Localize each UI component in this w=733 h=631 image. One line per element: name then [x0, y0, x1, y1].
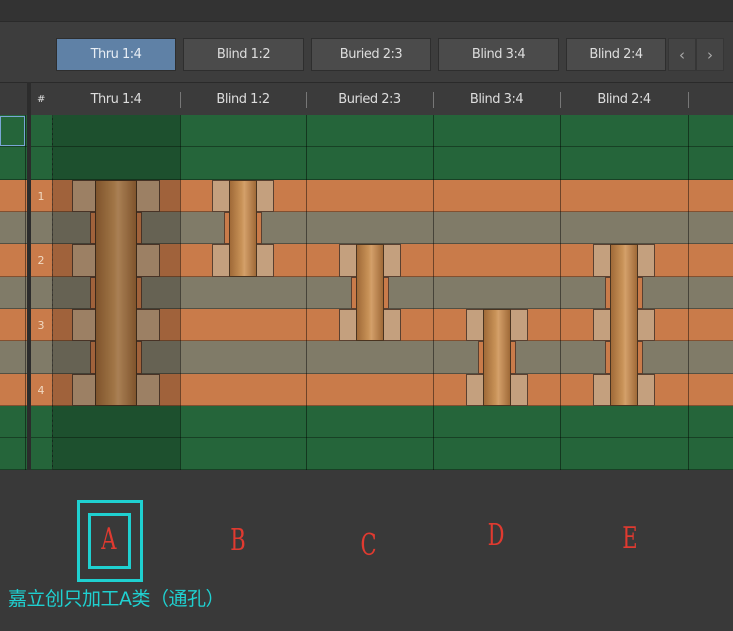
divider — [688, 92, 689, 108]
scroll-left-button[interactable]: ‹ — [668, 38, 696, 71]
layer-number: 1 — [37, 189, 45, 203]
column-header[interactable]: Buried 2:3 — [338, 92, 401, 107]
grid-line — [25, 115, 26, 470]
column-header[interactable]: Blind 3:4 — [469, 92, 524, 107]
tab-thru-1-4[interactable]: Thru 1:4 — [56, 38, 176, 71]
divider — [433, 92, 434, 108]
grid-line — [306, 115, 307, 470]
column-header[interactable]: Blind 1:2 — [216, 92, 270, 107]
layer-number: 4 — [37, 383, 45, 397]
highlight-box-inner — [88, 513, 131, 569]
frozen-column-divider — [27, 82, 31, 631]
column-header[interactable]: Blind 2:4 — [597, 92, 651, 107]
annotation-area: A B C D E 嘉立创只加工A类（通孔） — [0, 470, 733, 631]
grid-line — [688, 115, 689, 470]
grid-line — [180, 115, 181, 470]
label-c: C — [360, 528, 377, 563]
label-d: D — [487, 518, 505, 553]
grid-line — [560, 115, 561, 470]
grid-line — [52, 115, 53, 470]
tab-blind-2-4[interactable]: Blind 2:4 — [566, 38, 666, 71]
divider — [560, 92, 561, 108]
via-barrel — [483, 309, 511, 406]
via-barrel — [356, 244, 384, 341]
divider — [180, 92, 181, 108]
layer-number: 2 — [37, 254, 45, 267]
column-header-number: # — [37, 94, 45, 105]
soldermask-row — [0, 115, 733, 147]
title-bar — [0, 0, 733, 22]
tab-blind-3-4[interactable]: Blind 3:4 — [438, 38, 559, 71]
column-header[interactable]: Thru 1:4 — [90, 92, 142, 107]
label-b: B — [230, 523, 246, 558]
divider — [306, 92, 307, 108]
tab-buried-2-3[interactable]: Buried 2:3 — [311, 38, 431, 71]
soldermask-row — [0, 147, 733, 180]
via-barrel — [610, 244, 638, 406]
label-a: A — [101, 522, 117, 557]
layer-number: 3 — [37, 318, 45, 332]
selected-cell — [0, 116, 25, 146]
scroll-right-button[interactable]: › — [696, 38, 724, 71]
label-e: E — [622, 521, 638, 556]
soldermask-row — [0, 438, 733, 470]
via-type-toolbar: Thru 1:4 Blind 1:2 Buried 2:3 Blind 3:4 … — [0, 22, 733, 82]
table-header: # Thru 1:4 Blind 1:2 Buried 2:3 Blind 3:… — [0, 82, 733, 115]
caption: 嘉立创只加工A类（通孔） — [8, 588, 225, 610]
grid-line — [433, 115, 434, 470]
via-barrel — [229, 180, 257, 277]
soldermask-row — [0, 406, 733, 438]
tab-blind-1-2[interactable]: Blind 1:2 — [183, 38, 304, 71]
highlight-box-outer — [77, 500, 143, 582]
selected-column-highlight — [52, 115, 180, 470]
chevron-left-icon: ‹ — [679, 45, 685, 64]
chevron-right-icon: › — [707, 45, 713, 64]
via-barrel — [95, 180, 137, 406]
